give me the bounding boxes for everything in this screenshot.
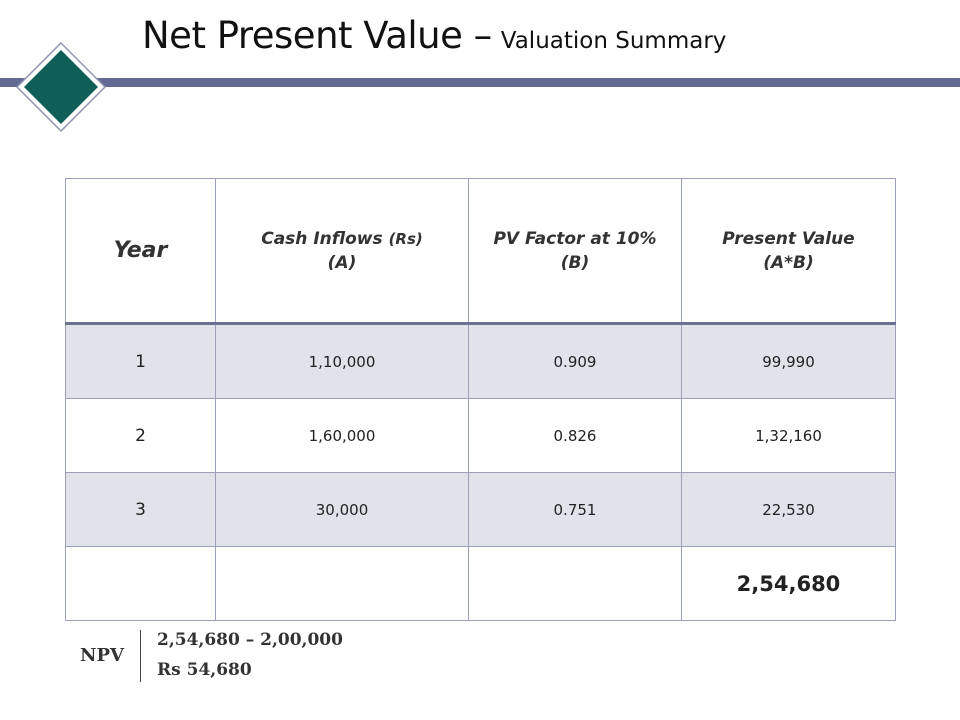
npv-calculation: 2,54,680 – 2,00,000 — [157, 630, 343, 650]
cell-pv-factor: 0.826 — [468, 398, 682, 473]
cell-cash-inflow: 1,10,000 — [215, 323, 469, 399]
header-present-tag: (A*B) — [763, 252, 814, 273]
npv-table: Year Cash Inflows (Rs) (A) PV Factor at … — [65, 178, 896, 621]
header-present-value: Present Value (A*B) — [681, 178, 896, 325]
table-total-row: 2,54,680 — [65, 546, 896, 621]
title-accent-bar — [0, 78, 960, 87]
cell-year: 1 — [65, 323, 216, 399]
cell-present-value: 99,990 — [681, 323, 896, 399]
cell-empty — [215, 546, 469, 621]
header-present-label: Present Value — [722, 228, 855, 249]
table-header-row: Year Cash Inflows (Rs) (A) PV Factor at … — [65, 178, 896, 325]
cell-empty — [468, 546, 682, 621]
cell-pv-factor: 0.751 — [468, 472, 682, 547]
header-year: Year — [65, 178, 216, 325]
cell-present-value: 1,32,160 — [681, 398, 896, 473]
slide-title-sub: Valuation Summary — [500, 28, 727, 54]
header-cash-inflows: Cash Inflows (Rs) (A) — [215, 178, 469, 325]
slide-title: Net Present Value – Valuation Summary — [142, 14, 726, 57]
diamond-logo-icon — [15, 41, 107, 133]
cell-cash-inflow: 1,60,000 — [215, 398, 469, 473]
slide-title-main: Net Present Value – — [142, 14, 492, 57]
cell-empty — [65, 546, 216, 621]
table-row: 3 30,000 0.751 22,530 — [65, 472, 896, 547]
header-cash-label: Cash Inflows — [261, 228, 383, 249]
header-pv-tag: (B) — [560, 252, 590, 273]
cell-total-present-value: 2,54,680 — [681, 546, 896, 621]
header-cash-unit: (Rs) — [388, 229, 423, 248]
cell-pv-factor: 0.909 — [468, 323, 682, 399]
cell-year: 2 — [65, 398, 216, 473]
table-row: 1 1,10,000 0.909 99,990 — [65, 323, 896, 399]
table-row: 2 1,60,000 0.826 1,32,160 — [65, 398, 896, 473]
npv-result: Rs 54,680 — [157, 660, 252, 680]
cell-cash-inflow: 30,000 — [215, 472, 469, 547]
header-pv-label: PV Factor at 10% — [493, 228, 657, 249]
npv-divider — [140, 630, 141, 682]
header-pv-factor: PV Factor at 10% (B) — [468, 178, 682, 325]
cell-present-value: 22,530 — [681, 472, 896, 547]
header-cash-tag: (A) — [327, 252, 357, 273]
cell-year: 3 — [65, 472, 216, 547]
npv-label: NPV — [80, 645, 124, 666]
